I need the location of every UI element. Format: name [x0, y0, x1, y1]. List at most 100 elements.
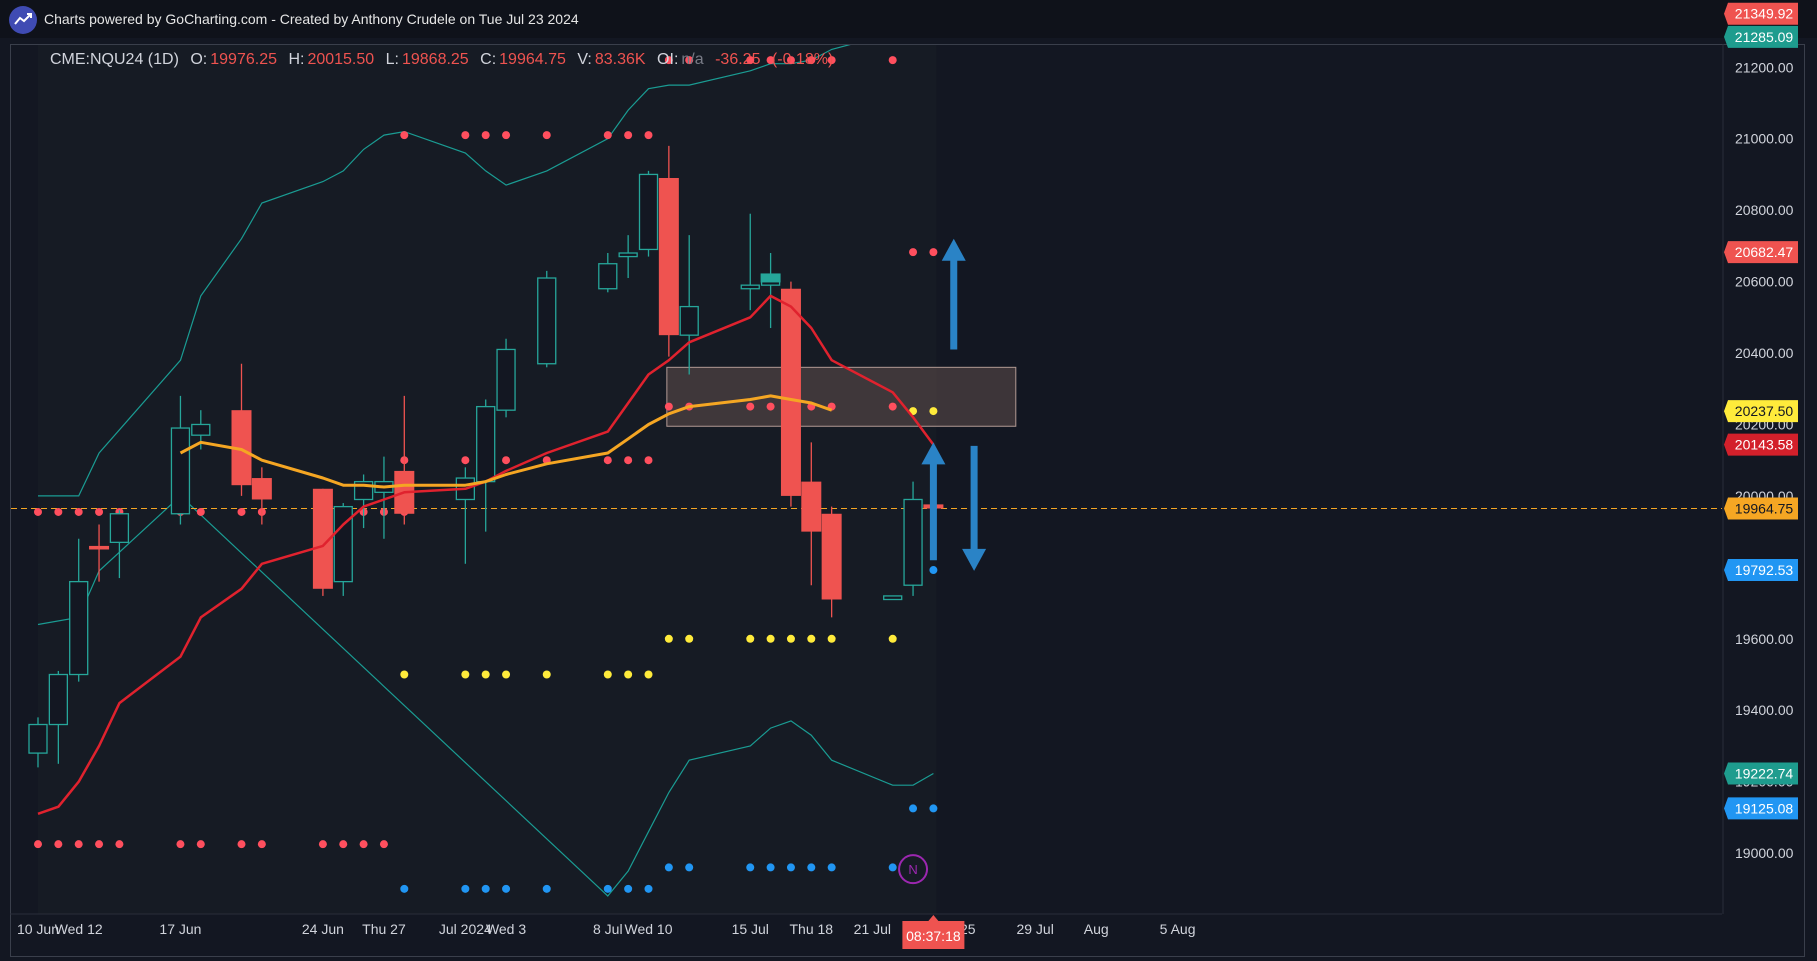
x-tick-label: Thu 27: [362, 921, 406, 937]
price-label-bg: [1724, 400, 1798, 423]
candle-body: [333, 505, 353, 583]
news-marker-icon: [898, 854, 929, 885]
y-tick-label: 20600.00: [1735, 274, 1794, 290]
level-dot-blue: [644, 884, 653, 893]
price-label: 20237.50: [1735, 403, 1794, 419]
level-dot-red: [542, 131, 551, 140]
level-dot-red: [400, 131, 409, 140]
level-dot-red: [909, 248, 918, 257]
y-tick-label: 21200.00: [1735, 59, 1794, 75]
level-dot-yellow: [807, 634, 816, 643]
level-dot-yellow: [481, 670, 490, 679]
candle-body: [28, 723, 48, 754]
candle-body: [89, 545, 110, 550]
candle-body: [740, 284, 760, 290]
legend-high-label: H:: [288, 51, 305, 68]
level-dot-red: [664, 402, 673, 411]
level-dot-red: [461, 131, 470, 140]
x-tick-label: 24 Jun: [302, 921, 344, 937]
y-tick-label: 19000.00: [1735, 845, 1794, 861]
level-dot-red: [644, 131, 653, 140]
level-dot-red: [34, 507, 42, 516]
level-dot-yellow: [766, 634, 775, 643]
candle-body: [109, 513, 130, 543]
level-dot-blue: [502, 884, 511, 893]
price-label-bg: [1724, 241, 1798, 264]
level-dot-red: [461, 456, 470, 465]
level-dot-yellow: [461, 670, 470, 679]
level-dot-red: [807, 56, 816, 65]
arrow-down-icon: [962, 548, 987, 571]
candle-body: [903, 498, 923, 586]
y-tick-label: 21000.00: [1735, 131, 1794, 147]
candle-body: [598, 263, 618, 290]
candle-body: [780, 288, 801, 496]
zone-box: [666, 366, 1017, 427]
level-dot-red: [54, 507, 63, 516]
candle-body: [821, 513, 842, 600]
price-label: 20143.58: [1735, 437, 1794, 453]
price-label: 19125.08: [1735, 800, 1794, 816]
legend-change: -36.25: [715, 51, 761, 68]
level-dot-yellow: [746, 634, 755, 643]
level-dot-yellow: [400, 670, 409, 679]
candle-body: [760, 273, 781, 283]
level-dot-blue: [909, 804, 918, 813]
price-label-bg: [1724, 497, 1798, 520]
level-dot-blue: [481, 884, 490, 893]
level-dot-blue: [929, 804, 938, 813]
x-tick-label: 5 Aug: [1160, 921, 1196, 937]
x-tick-label: Wed 3: [486, 921, 526, 937]
moving-average-orange: [179, 394, 833, 489]
candle-body: [618, 252, 638, 258]
candle-body: [679, 305, 699, 336]
level-dot-red: [664, 56, 673, 65]
level-dot-red: [74, 507, 83, 516]
level-dot-yellow: [786, 634, 795, 643]
legend-oi-label: OI:: [657, 51, 679, 68]
level-dot-blue: [766, 863, 775, 872]
price-label: 19792.53: [1735, 562, 1794, 578]
candle-body: [312, 488, 333, 589]
plot-area: N: [11, 10, 1722, 897]
candle-body: [496, 348, 516, 411]
level-dot-red: [603, 131, 612, 140]
news-marker-label: N: [908, 862, 917, 877]
level-dot-red: [502, 456, 511, 465]
legend-close-label: C:: [480, 51, 497, 68]
price-label: 20682.47: [1735, 244, 1794, 260]
x-tick-label: Jul 2024: [439, 921, 492, 937]
level-dot-red: [929, 10, 937, 18]
level-dot-red: [786, 56, 795, 65]
x-tick-label: 10 Jun: [17, 921, 59, 937]
ohlc-legend: CME:NQU24 (1D) O: 19976.25 H: 20015.50 L: 1…: [50, 51, 840, 69]
y-tick-label: 20800.00: [1735, 202, 1794, 218]
level-dot-blue: [888, 863, 897, 872]
price-label-bg: [1724, 559, 1798, 582]
level-dot-red: [74, 840, 83, 849]
level-dot-blue: [685, 863, 694, 872]
candle-body: [638, 173, 659, 251]
level-dot-red: [196, 840, 205, 849]
level-dot-red: [257, 840, 266, 849]
chart-credit: Charts powered by GoCharting.com - Creat…: [44, 11, 579, 27]
level-dot-yellow: [664, 634, 673, 643]
level-dot-red: [909, 10, 917, 18]
level-dot-blue: [603, 884, 612, 893]
bollinger-upper-line: [38, 45, 851, 497]
x-tick-label: 8 Jul: [593, 921, 623, 937]
level-dot-yellow: [542, 670, 551, 679]
level-dot-yellow: [888, 634, 897, 643]
level-dot-yellow: [644, 670, 653, 679]
candle-body: [231, 410, 252, 486]
price-label-bg: [1724, 25, 1798, 48]
countdown-label-bg: [902, 915, 965, 949]
candle-body: [251, 478, 272, 500]
level-dot-red: [359, 840, 368, 849]
level-dot-red: [766, 402, 775, 411]
level-dot-blue: [827, 863, 836, 872]
candle-body: [883, 595, 903, 601]
level-dot-red: [115, 840, 124, 849]
level-dot-red: [746, 402, 755, 411]
